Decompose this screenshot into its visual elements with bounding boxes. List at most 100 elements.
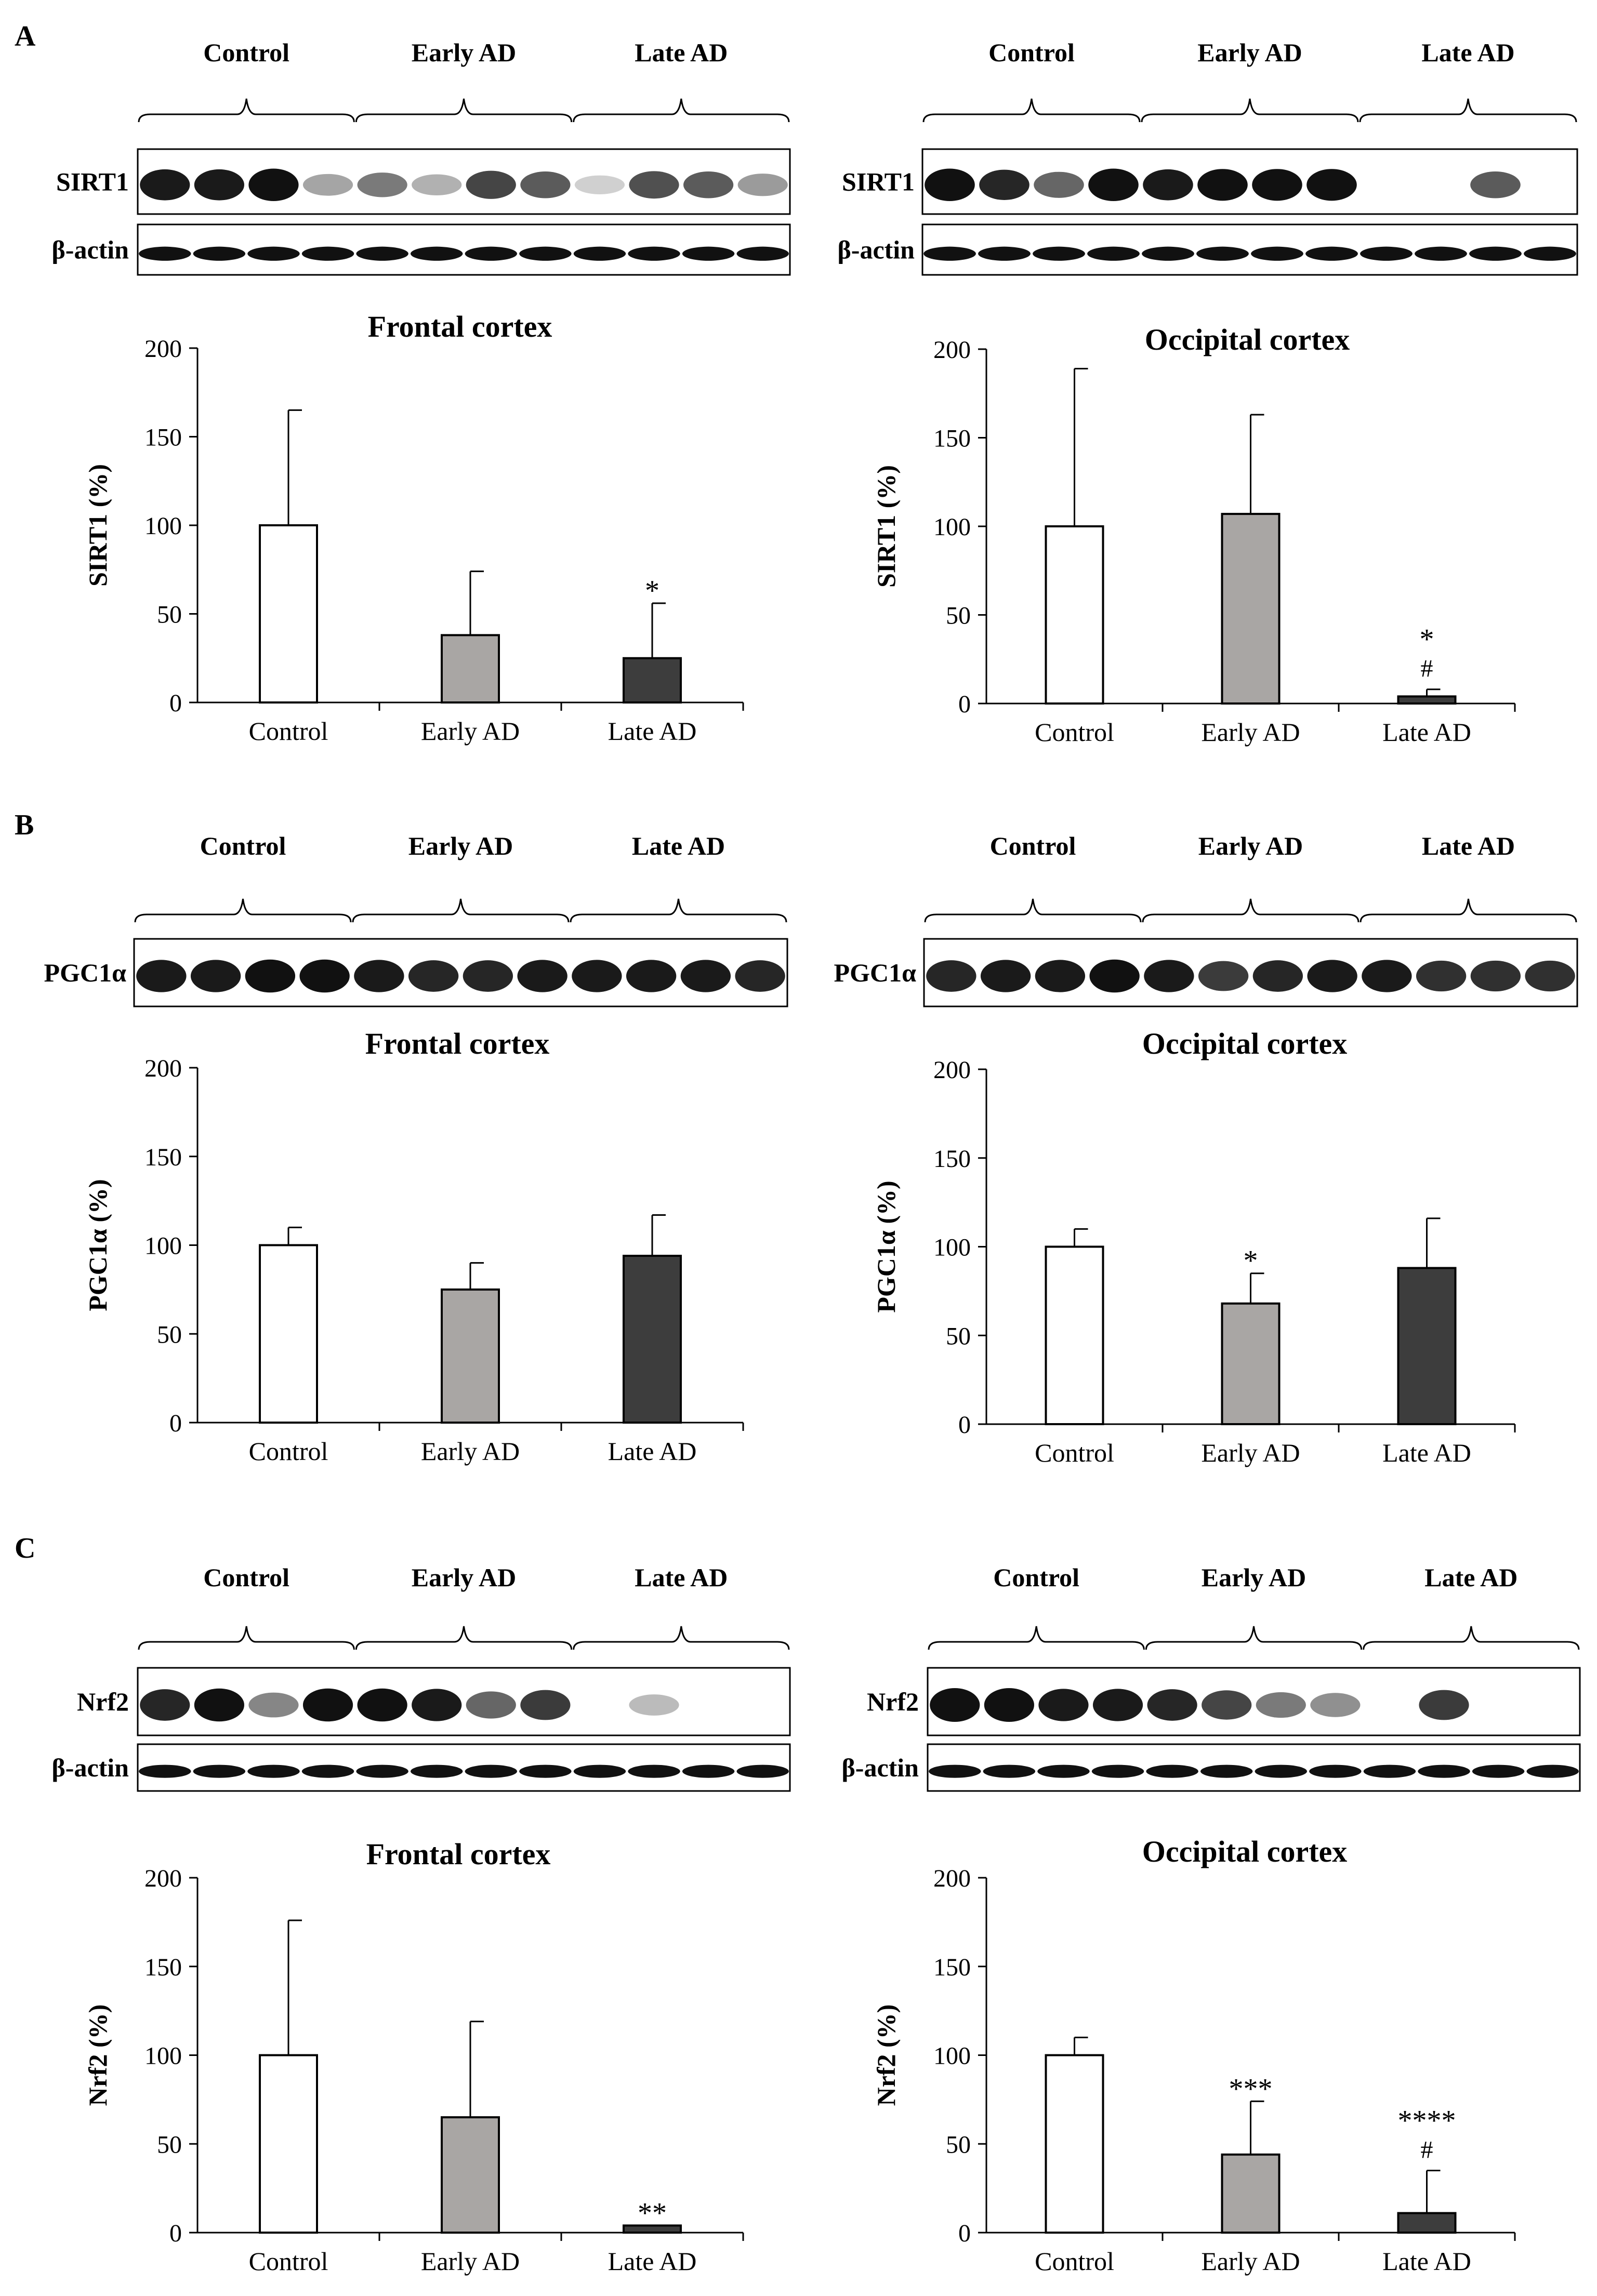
- blot-group-label: Early AD: [412, 38, 516, 67]
- blot-band: [194, 1688, 244, 1722]
- x-tick-label: Late AD: [1382, 1438, 1471, 1467]
- blot-group-label: Control: [988, 38, 1075, 67]
- chart-title: Frontal cortex: [368, 310, 552, 343]
- blot-group-brace: [1145, 1626, 1363, 1650]
- blot-band: [408, 960, 459, 992]
- actin-band: [682, 1764, 735, 1778]
- bar-early-ad: [1221, 1302, 1281, 1426]
- blot-group-brace: [1142, 898, 1360, 923]
- blot-protein-label: SIRT1: [842, 167, 915, 196]
- blot-group-brace: [922, 98, 1141, 123]
- blot-group-label: Late AD: [635, 38, 728, 67]
- blot-group-label: Late AD: [635, 1563, 728, 1592]
- blot-group-brace: [134, 898, 352, 923]
- y-tick-label: 200: [933, 1865, 971, 1892]
- bar-early-ad: [441, 634, 500, 704]
- blot-band: [140, 169, 190, 201]
- actin-band: [193, 1764, 246, 1778]
- blot-band: [299, 959, 350, 993]
- blot-band: [517, 960, 567, 992]
- blot-group-label: Early AD: [1197, 38, 1302, 67]
- blot-band: [925, 168, 975, 201]
- blot-group-brace: [1141, 98, 1359, 123]
- bar-control: [259, 2054, 318, 2234]
- actin-band: [356, 246, 408, 261]
- actin-band: [929, 1764, 981, 1778]
- bar-late-ad: [1397, 2212, 1457, 2234]
- blot-frame: [133, 938, 788, 1007]
- actin-band: [1091, 1764, 1144, 1778]
- blot-band: [1143, 169, 1193, 201]
- chart-title: Occipital cortex: [1142, 1027, 1348, 1060]
- x-tick-label: Control: [1035, 1438, 1114, 1467]
- blot-band: [354, 960, 404, 992]
- actin-band: [1142, 246, 1194, 261]
- actin-band: [628, 1764, 680, 1778]
- blot-band: [1306, 169, 1357, 201]
- blot-band: [1470, 960, 1521, 992]
- blot-band: [1092, 1689, 1143, 1721]
- blot-band: [194, 169, 244, 201]
- blot-a-left: Control Early AD Late AD SIRT1 β-actin: [51, 38, 791, 276]
- y-tick-label: 50: [157, 1321, 182, 1348]
- blot-group-brace: [1359, 98, 1577, 123]
- blot-b-right: Control Early AD Late AD PGC1α: [834, 831, 1578, 1007]
- actin-frame: [927, 1743, 1581, 1792]
- panel-letter-b: B: [15, 809, 34, 841]
- actin-band: [1363, 1764, 1416, 1778]
- blot-band: [466, 170, 516, 199]
- chart-title: Frontal cortex: [365, 1027, 550, 1060]
- blot-band: [357, 1688, 407, 1722]
- significance-marker: **: [638, 2197, 667, 2229]
- x-tick-label: Late AD: [608, 2247, 697, 2276]
- y-axis-label: SIRT1 (%): [872, 465, 901, 588]
- x-tick-label: Control: [249, 716, 328, 746]
- actin-band: [923, 246, 976, 261]
- bar-control: [1045, 2054, 1104, 2234]
- blot-group-label: Control: [203, 38, 289, 67]
- blot-band: [980, 960, 1031, 992]
- blot-band: [1197, 169, 1248, 201]
- bar-late-ad: [623, 1254, 682, 1424]
- blot-group-label: Late AD: [1422, 831, 1515, 860]
- blot-band: [248, 168, 299, 201]
- blot-group-brace: [138, 98, 355, 123]
- y-tick-label: 200: [933, 1056, 971, 1084]
- blot-group-brace: [352, 898, 570, 923]
- blot-band: [1252, 960, 1303, 992]
- blot-band: [357, 172, 407, 197]
- blot-band: [979, 169, 1030, 200]
- bar-chart-c-frontal: Frontal cortex Nrf2 (%) 0 50 100 150 200 Contro…: [83, 1837, 744, 2276]
- actin-band: [1087, 246, 1140, 261]
- blot-band: [1147, 1689, 1197, 1721]
- blot-group-label: Control: [993, 1563, 1079, 1592]
- blot-a-right: Control Early AD Late AD SIRT1 β-actin: [837, 38, 1578, 276]
- blot-group-label: Early AD: [1198, 831, 1303, 860]
- actin-label: β-actin: [51, 1753, 129, 1782]
- y-tick-label: 150: [933, 1145, 971, 1173]
- actin-band: [1526, 1764, 1579, 1778]
- actin-band: [1037, 1764, 1090, 1778]
- blot-group-brace: [573, 1626, 790, 1650]
- actin-band: [1415, 246, 1467, 261]
- blot-band: [735, 960, 785, 992]
- actin-band: [1255, 1764, 1307, 1778]
- y-axis-label: SIRT1 (%): [83, 464, 112, 587]
- actin-band: [1146, 1764, 1198, 1778]
- blot-c-left: Control Early AD Late AD Nrf2 β-actin: [51, 1563, 791, 1792]
- y-tick-label: 200: [144, 1865, 182, 1892]
- bar-chart-b-frontal: Frontal cortex PGC1α (%) 0 50 100 150 200 Contr…: [83, 1027, 744, 1466]
- actin-band: [465, 246, 517, 261]
- blot-frame: [137, 148, 791, 215]
- bar-late-ad: [1397, 1267, 1457, 1425]
- y-axis-label: PGC1α (%): [872, 1180, 901, 1312]
- blot-band: [1035, 960, 1086, 992]
- blot-band: [1198, 961, 1249, 991]
- x-tick-label: Early AD: [421, 716, 520, 746]
- blot-protein-label: SIRT1: [56, 167, 129, 196]
- blot-band: [1038, 1689, 1089, 1721]
- actin-band: [411, 246, 463, 261]
- blot-band: [302, 174, 353, 196]
- actin-band: [978, 246, 1031, 261]
